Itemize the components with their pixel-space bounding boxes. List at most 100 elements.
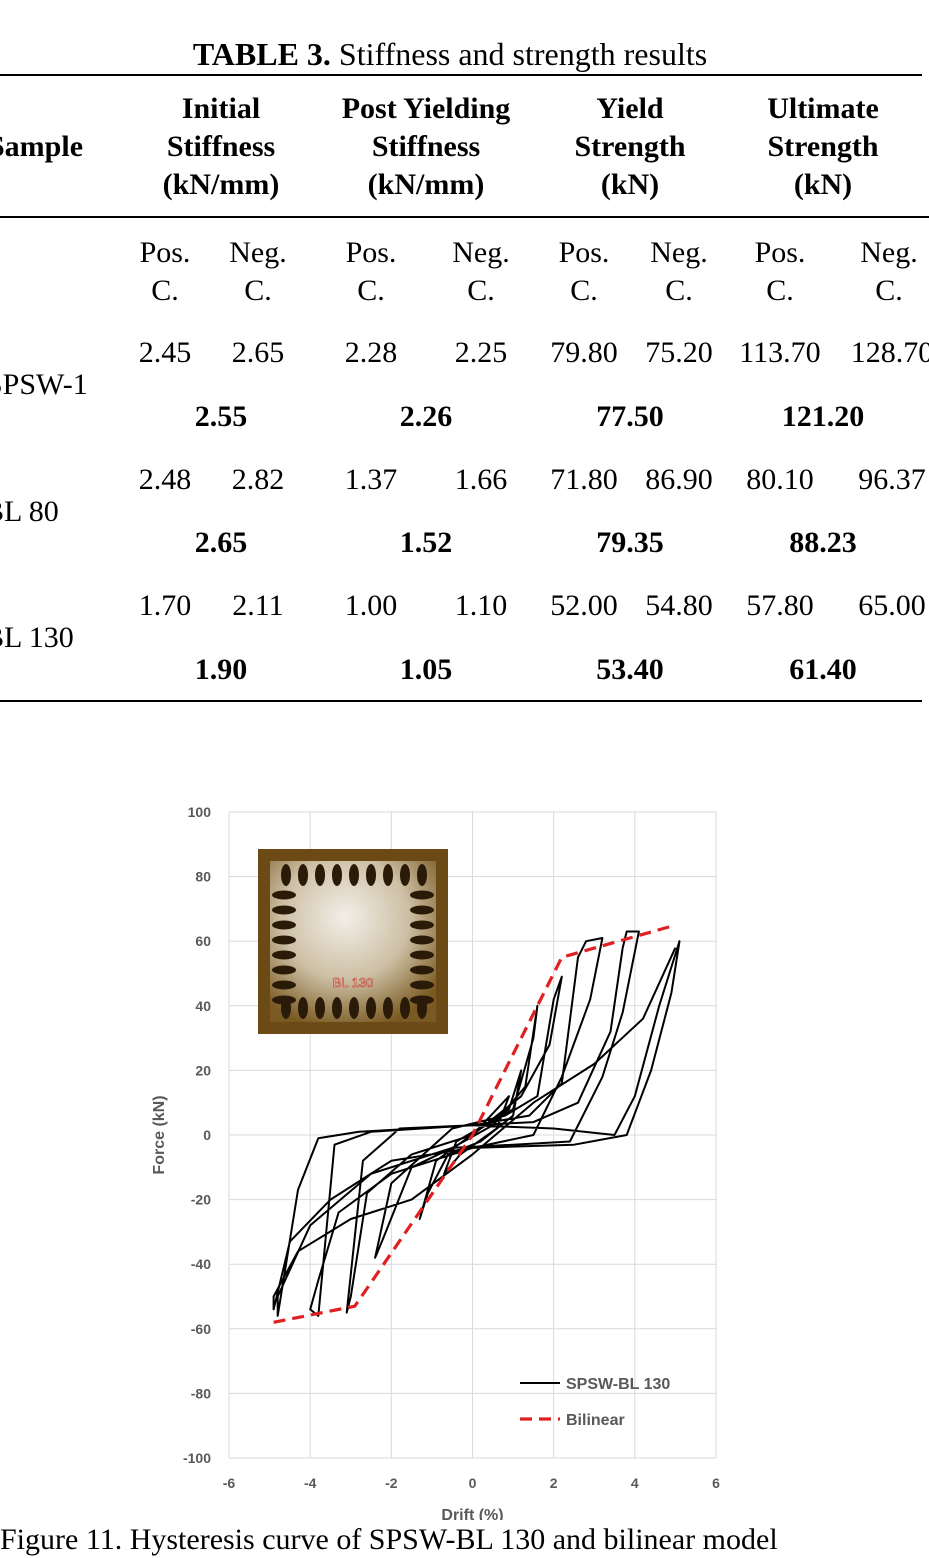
table-cell-value: 86.90	[645, 463, 713, 496]
table-cell-value: 2.82	[231, 463, 285, 496]
table-cell-average: 77.50	[596, 400, 664, 433]
table-caption-label: TABLE 3.	[192, 36, 331, 72]
table-cell-value: 57.80	[746, 589, 814, 622]
inset-hole	[272, 920, 296, 930]
inset-hole	[332, 997, 342, 1019]
x-tick-label: 0	[469, 1475, 477, 1491]
sub-header: Pos. C.	[754, 236, 806, 307]
inset-hole	[383, 864, 393, 886]
inset-hole	[383, 997, 393, 1019]
table-cell-average: 79.35	[596, 526, 664, 559]
figure-caption: Figure 11. Hysteresis curve of SPSW-BL 1…	[0, 1523, 778, 1556]
table-bottom-rule	[0, 700, 922, 702]
inset-hole	[272, 980, 296, 990]
inset-hole	[410, 980, 434, 990]
inset-hole	[410, 905, 434, 915]
inset-hole	[332, 864, 342, 886]
inset-hole	[272, 905, 296, 915]
table-cell-value: 65.00	[858, 589, 926, 622]
table-cell-average: 2.26	[399, 400, 453, 433]
group-header: Yield Strength (kN)	[574, 92, 686, 201]
sub-header: Pos. C.	[558, 236, 610, 307]
sample-column-header: Sample	[0, 130, 84, 163]
inset-hole	[315, 864, 325, 886]
inset-hole	[349, 864, 359, 886]
sub-header: Neg. C.	[229, 236, 287, 307]
table-cell-value: 2.28	[344, 336, 398, 369]
sub-header: Pos. C.	[345, 236, 397, 307]
x-tick-label: 4	[631, 1475, 639, 1491]
inset-hole	[410, 965, 434, 975]
y-tick-label: 60	[195, 933, 211, 949]
inset-hole	[272, 950, 296, 960]
y-tick-label: 0	[203, 1127, 211, 1143]
table-cell-value: 1.10	[454, 589, 508, 622]
sample-name: SPSW-1	[0, 368, 88, 401]
inset-hole	[410, 890, 434, 900]
inset-hole	[281, 864, 291, 886]
sample-name: BL 130	[0, 621, 74, 654]
table-cell-value: 1.00	[344, 589, 398, 622]
y-tick-label: -40	[191, 1256, 211, 1272]
y-tick-label: -100	[183, 1450, 211, 1466]
series-hysteresis-line	[272, 930, 681, 1317]
table-cell-value: 113.70	[739, 336, 821, 369]
table-cell-average: 1.90	[194, 653, 248, 686]
table-cell-average: 1.05	[399, 653, 453, 686]
series-bilinear-line	[273, 923, 676, 1324]
inset-hole	[417, 864, 427, 886]
table-cell-value: 2.25	[454, 336, 508, 369]
x-tick-label: -2	[385, 1475, 398, 1491]
y-tick-label: 20	[195, 1062, 211, 1078]
sub-header: Pos. C.	[139, 236, 191, 307]
y-tick-label: 40	[195, 998, 211, 1014]
y-tick-label: -80	[191, 1385, 211, 1401]
table-cell-value: 1.37	[344, 463, 398, 496]
table-cell-average: 2.55	[194, 400, 248, 433]
inset-hole	[410, 935, 434, 945]
group-header: Initial Stiffness (kN/mm)	[162, 92, 280, 201]
x-tick-label: -6	[223, 1475, 236, 1491]
group-header: Ultimate Strength (kN)	[767, 92, 879, 201]
table-cell-value: 52.00	[550, 589, 618, 622]
inset-label: BL 130	[333, 975, 374, 990]
inset-hole	[272, 995, 296, 1005]
sub-header: Neg. C.	[650, 236, 708, 307]
inset-hole	[315, 997, 325, 1019]
inset-hole	[298, 997, 308, 1019]
table-caption-text: Stiffness and strength results	[330, 36, 708, 72]
inset-hole	[410, 995, 434, 1005]
inset-hole	[272, 890, 296, 900]
inset-hole	[272, 965, 296, 975]
x-axis-label: Drift (%)	[441, 1507, 503, 1520]
table-cell-average: 2.65	[194, 526, 248, 559]
inset-hole	[349, 997, 359, 1019]
x-tick-label: -4	[304, 1475, 317, 1491]
sub-header: Neg. C.	[452, 236, 510, 307]
inset-hole	[298, 864, 308, 886]
inset-hole	[410, 950, 434, 960]
table-cell-value: 96.37	[858, 463, 926, 496]
y-tick-label: -20	[191, 1192, 211, 1208]
legend-label: SPSW-BL 130	[566, 1376, 670, 1393]
table-cell-value: 1.70	[138, 589, 192, 622]
inset-hole	[400, 997, 410, 1019]
inset-photo-panel	[270, 861, 436, 1022]
table-cell-average: 1.52	[399, 526, 453, 559]
table-cell-value: 128.70	[850, 336, 929, 369]
table-cell-average: 88.23	[789, 526, 857, 559]
table-header-rule	[0, 216, 929, 218]
inset-hole	[400, 864, 410, 886]
inset-hole	[410, 920, 434, 930]
x-tick-label: 6	[712, 1475, 720, 1491]
sub-header: Neg. C.	[860, 236, 918, 307]
table-cell-average: 121.20	[781, 400, 865, 433]
inset-hole	[366, 997, 376, 1019]
legend-label: Bilinear	[566, 1412, 625, 1429]
table-top-rule	[0, 74, 922, 76]
table-cell-value: 80.10	[746, 463, 814, 496]
y-axis-label: Force (kN)	[151, 1095, 168, 1174]
y-tick-label: -60	[191, 1321, 211, 1337]
table-cell-value: 71.80	[550, 463, 618, 496]
